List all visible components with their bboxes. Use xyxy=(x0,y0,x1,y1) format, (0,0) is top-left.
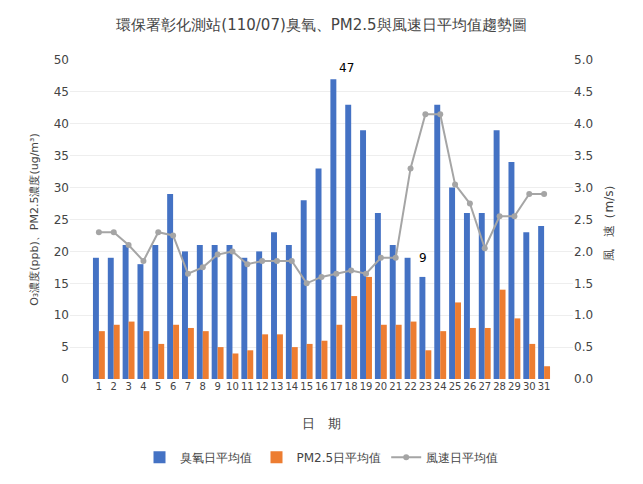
svg-text:4.5: 4.5 xyxy=(574,85,593,99)
svg-text:21: 21 xyxy=(389,381,402,392)
svg-text:0.0: 0.0 xyxy=(574,372,593,386)
svg-text:2.0: 2.0 xyxy=(574,245,593,259)
svg-text:15: 15 xyxy=(54,277,69,291)
svg-text:9: 9 xyxy=(214,381,220,392)
svg-text:18: 18 xyxy=(345,381,358,392)
svg-text:2.5: 2.5 xyxy=(574,213,593,227)
svg-text:風 速（m/s）: 風 速（m/s） xyxy=(602,179,616,261)
svg-text:2: 2 xyxy=(111,381,117,392)
svg-text:O₃濃度(ppb)、PM2.5濃度(ug/m³): O₃濃度(ppb)、PM2.5濃度(ug/m³) xyxy=(28,133,41,306)
svg-text:13: 13 xyxy=(271,381,284,392)
svg-text:15: 15 xyxy=(300,381,313,392)
svg-text:10: 10 xyxy=(226,381,239,392)
svg-text:7: 7 xyxy=(185,381,191,392)
svg-text:28: 28 xyxy=(493,381,506,392)
svg-text:6: 6 xyxy=(170,381,176,392)
svg-text:16: 16 xyxy=(315,381,328,392)
svg-text:5: 5 xyxy=(61,340,69,354)
svg-text:PM2.5日平均值: PM2.5日平均值 xyxy=(297,451,382,465)
svg-text:25: 25 xyxy=(449,381,462,392)
svg-text:19: 19 xyxy=(360,381,373,392)
svg-text:臭氧日平均值: 臭氧日平均值 xyxy=(180,451,252,465)
svg-text:40: 40 xyxy=(54,117,69,131)
svg-text:3: 3 xyxy=(125,381,131,392)
svg-text:17: 17 xyxy=(330,381,343,392)
svg-text:50: 50 xyxy=(54,53,69,67)
svg-text:日 期: 日 期 xyxy=(302,416,341,431)
svg-text:14: 14 xyxy=(285,381,298,392)
svg-text:環保署彰化測站(110/07)臭氧、PM2.5與風速日平均值: 環保署彰化測站(110/07)臭氧、PM2.5與風速日平均值趨勢圖 xyxy=(116,16,526,34)
svg-text:25: 25 xyxy=(54,213,69,227)
svg-text:1.0: 1.0 xyxy=(574,308,593,322)
svg-text:5: 5 xyxy=(155,381,161,392)
svg-text:0: 0 xyxy=(61,372,69,386)
svg-text:10: 10 xyxy=(54,308,69,322)
svg-text:1: 1 xyxy=(96,381,102,392)
svg-text:0.5: 0.5 xyxy=(574,340,593,354)
svg-text:20: 20 xyxy=(374,381,387,392)
svg-text:20: 20 xyxy=(54,245,69,259)
svg-text:29: 29 xyxy=(508,381,521,392)
svg-text:8: 8 xyxy=(200,381,206,392)
svg-text:30: 30 xyxy=(54,181,69,195)
svg-text:5.0: 5.0 xyxy=(574,53,593,67)
svg-text:1.5: 1.5 xyxy=(574,277,593,291)
svg-text:風速日平均值: 風速日平均值 xyxy=(426,451,498,465)
svg-text:23: 23 xyxy=(419,381,432,392)
svg-text:3.5: 3.5 xyxy=(574,149,593,163)
svg-text:4: 4 xyxy=(140,381,146,392)
svg-text:11: 11 xyxy=(241,381,254,392)
svg-text:30: 30 xyxy=(523,381,536,392)
svg-text:24: 24 xyxy=(434,381,447,392)
svg-text:22: 22 xyxy=(404,381,417,392)
svg-text:45: 45 xyxy=(54,85,69,99)
svg-text:3.0: 3.0 xyxy=(574,181,593,195)
svg-text:26: 26 xyxy=(464,381,477,392)
svg-text:47: 47 xyxy=(339,61,354,75)
svg-text:31: 31 xyxy=(538,381,551,392)
svg-text:35: 35 xyxy=(54,149,69,163)
svg-text:12: 12 xyxy=(256,381,269,392)
svg-text:4.0: 4.0 xyxy=(574,117,593,131)
svg-text:9: 9 xyxy=(419,251,427,265)
svg-text:27: 27 xyxy=(478,381,491,392)
